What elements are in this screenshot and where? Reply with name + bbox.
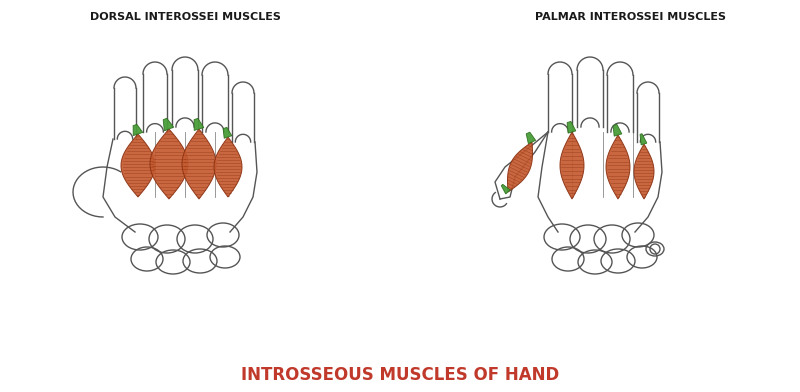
Polygon shape [560,132,584,199]
Polygon shape [133,124,142,136]
Polygon shape [507,142,533,192]
Polygon shape [502,184,510,194]
Polygon shape [640,134,647,145]
Polygon shape [223,127,232,138]
Text: DORSAL INTEROSSEI MUSCLES: DORSAL INTEROSSEI MUSCLES [90,12,281,22]
Polygon shape [567,122,576,133]
Text: INTROSSEOUS MUSCLES OF HAND: INTROSSEOUS MUSCLES OF HAND [241,366,559,384]
Polygon shape [121,134,155,197]
Polygon shape [194,118,204,131]
Polygon shape [163,118,174,131]
Polygon shape [634,144,654,199]
Polygon shape [150,129,188,199]
Polygon shape [606,135,630,199]
Polygon shape [182,129,216,199]
Text: PALMAR INTEROSSEI MUSCLES: PALMAR INTEROSSEI MUSCLES [535,12,726,22]
Polygon shape [613,124,622,136]
Polygon shape [526,132,536,143]
Polygon shape [214,137,242,197]
